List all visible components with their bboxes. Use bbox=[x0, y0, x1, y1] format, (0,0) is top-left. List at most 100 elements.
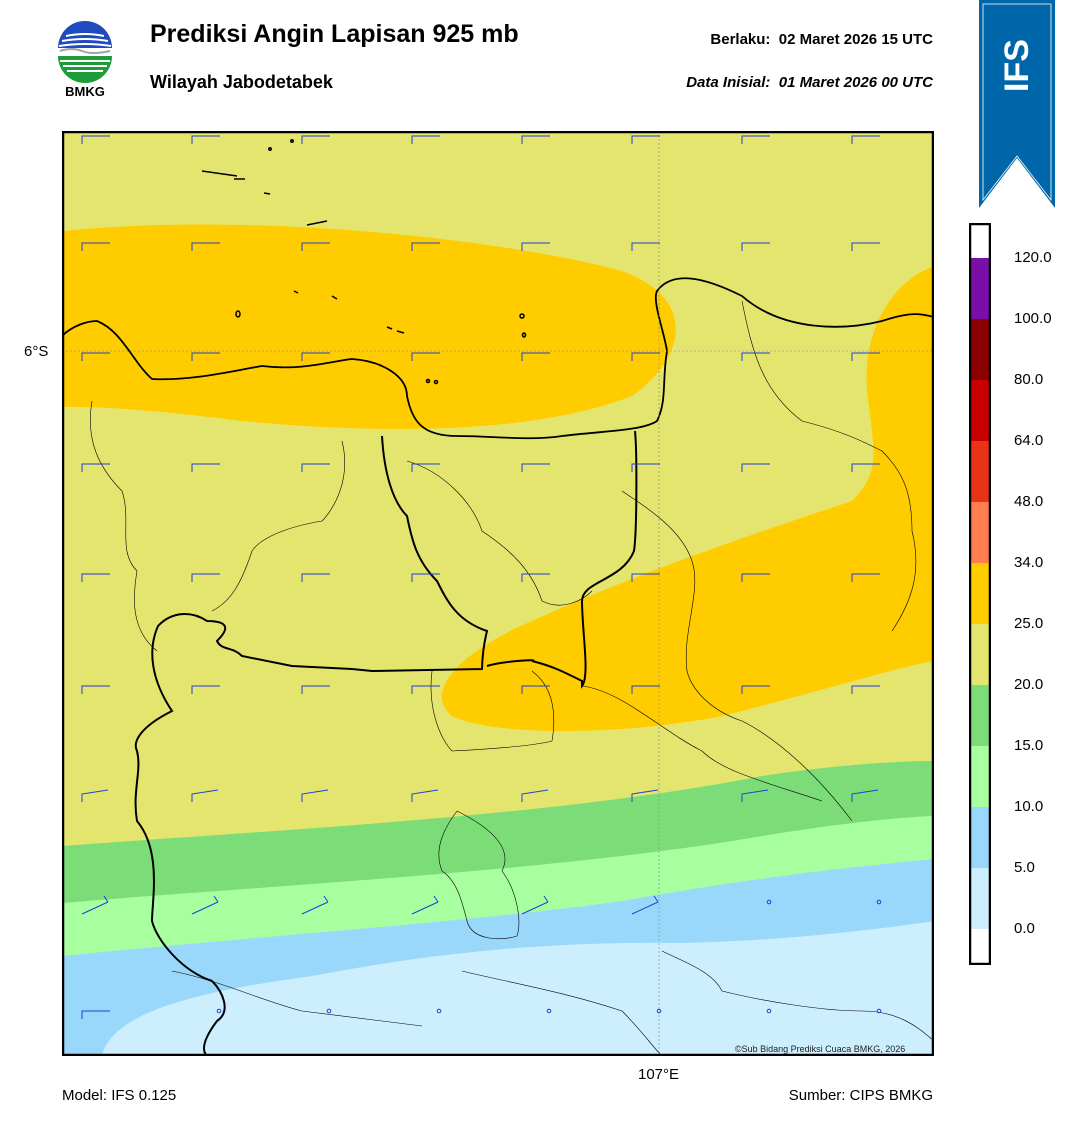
calm-marker bbox=[656, 1008, 662, 1014]
calm-marker bbox=[766, 899, 772, 905]
wind-barb bbox=[411, 789, 439, 802]
source-label: Sumber: CIPS BMKG bbox=[788, 1087, 933, 1104]
wind-barb bbox=[851, 789, 879, 802]
colorbar-tick-label: 48.0 bbox=[1014, 493, 1044, 510]
wind-barb bbox=[81, 573, 110, 582]
wind-barb bbox=[301, 789, 329, 802]
islands bbox=[201, 139, 527, 385]
colorbar-tick-label: 100.0 bbox=[1014, 310, 1052, 327]
colorbar-tick-label: 0.0 bbox=[1014, 920, 1035, 937]
colorbar-cell bbox=[969, 868, 991, 929]
wind-barb bbox=[191, 789, 219, 802]
wind-map bbox=[62, 131, 934, 1056]
wind-barb bbox=[521, 242, 550, 251]
colorbar-cell bbox=[969, 685, 991, 746]
wind-barb bbox=[191, 463, 220, 472]
calm-marker bbox=[546, 1008, 552, 1014]
wind-barb bbox=[411, 135, 440, 144]
init-time: Data Inisial: 01 Maret 2026 00 UTC bbox=[686, 74, 933, 91]
wind-barb bbox=[411, 573, 440, 582]
map-frame bbox=[62, 131, 934, 1056]
band-0-5 bbox=[102, 921, 934, 1056]
calm-marker bbox=[876, 1008, 882, 1014]
copyright-credit: ©Sub Bidang Prediksi Cuaca BMKG, 2026 bbox=[735, 1044, 906, 1054]
wind-barb bbox=[191, 135, 220, 144]
colorbar bbox=[969, 223, 991, 965]
wind-barb bbox=[521, 789, 549, 802]
lon-tick-label: 107°E bbox=[638, 1066, 680, 1083]
colorbar-tick-label: 80.0 bbox=[1014, 371, 1044, 388]
colorbar-cell bbox=[969, 441, 991, 502]
wind-barb bbox=[631, 685, 660, 694]
wind-barb bbox=[631, 352, 660, 361]
colorbar-cell bbox=[969, 624, 991, 685]
logo-text: BMKG bbox=[65, 84, 105, 99]
colorbar-cell bbox=[969, 258, 991, 319]
wind-barb bbox=[411, 352, 440, 361]
wind-barb bbox=[81, 895, 109, 915]
wind-barb bbox=[741, 352, 770, 361]
colorbar-cell bbox=[969, 929, 991, 965]
wind-barb bbox=[851, 685, 880, 694]
wind-barb bbox=[741, 685, 770, 694]
colorbar-tick-label: 15.0 bbox=[1014, 737, 1044, 754]
calm-markers bbox=[216, 899, 882, 1014]
colorbar-tick-label: 120.0 bbox=[1014, 249, 1052, 266]
colorbar-cell bbox=[969, 807, 991, 868]
model-label: Model: IFS 0.125 bbox=[62, 1087, 177, 1104]
colorbar-cell bbox=[969, 563, 991, 624]
wind-barb bbox=[741, 789, 769, 802]
band-25-34-east bbox=[441, 266, 934, 731]
wind-barb bbox=[191, 352, 220, 361]
wind-barb bbox=[81, 463, 110, 472]
wind-barb bbox=[81, 352, 110, 361]
wind-barb bbox=[851, 135, 880, 144]
wind-barb bbox=[631, 895, 659, 915]
wind-barb bbox=[301, 135, 330, 144]
valid-time: Berlaku: 02 Maret 2026 15 UTC bbox=[710, 31, 933, 48]
wind-barb bbox=[301, 895, 329, 915]
wind-barb bbox=[851, 242, 880, 251]
wind-barb bbox=[521, 135, 550, 144]
lat-tick-label: 6°S bbox=[24, 343, 49, 360]
regency-borders bbox=[90, 300, 934, 1056]
colorbar-tick-label: 34.0 bbox=[1014, 554, 1044, 571]
wind-barb bbox=[301, 352, 330, 361]
wind-barb bbox=[411, 685, 440, 694]
wind-barb bbox=[81, 685, 110, 694]
wind-barb bbox=[301, 685, 330, 694]
colorbar-tick-label: 10.0 bbox=[1014, 798, 1044, 815]
wind-barb bbox=[411, 463, 440, 472]
wind-barb bbox=[191, 242, 220, 251]
wind-barb bbox=[631, 242, 660, 251]
wind-barb bbox=[631, 573, 660, 582]
wind-barb bbox=[851, 463, 880, 472]
wind-barb bbox=[301, 573, 330, 582]
ifs-ribbon bbox=[979, 0, 1055, 208]
colorbar-tick-label: 20.0 bbox=[1014, 676, 1044, 693]
wind-barb bbox=[411, 242, 440, 251]
wind-barb bbox=[631, 789, 659, 802]
wind-barb bbox=[81, 135, 110, 144]
colorbar-cell bbox=[969, 380, 991, 441]
colorbar-tick-label: 25.0 bbox=[1014, 615, 1044, 632]
map-title: Prediksi Angin Lapisan 925 mb bbox=[150, 20, 519, 48]
wind-barb bbox=[741, 463, 770, 472]
wind-barb bbox=[521, 685, 550, 694]
wind-barb bbox=[521, 895, 549, 915]
colorbar-tick-label: 64.0 bbox=[1014, 432, 1044, 449]
wind-barb bbox=[191, 573, 220, 582]
wind-barb bbox=[741, 573, 770, 582]
bmkg-logo bbox=[56, 21, 114, 83]
colorbar-tick-label: 5.0 bbox=[1014, 859, 1035, 876]
band-25-34-north bbox=[62, 224, 676, 429]
colorbar-cell bbox=[969, 502, 991, 563]
wind-barb bbox=[81, 1010, 110, 1019]
province-borders bbox=[134, 430, 638, 1056]
colorbar-cell bbox=[969, 746, 991, 807]
wind-barb bbox=[631, 135, 660, 144]
wind-barb bbox=[301, 242, 330, 251]
calm-marker bbox=[876, 899, 882, 905]
wind-barb bbox=[411, 895, 439, 915]
calm-marker bbox=[216, 1008, 222, 1014]
